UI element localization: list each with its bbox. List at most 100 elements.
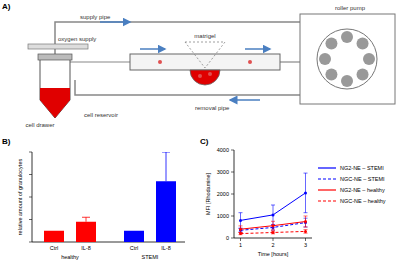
roller (341, 31, 353, 43)
panel-a: A)supply pipeoxygen supplycell drawercel… (2, 2, 395, 128)
diagram-label: cell drawer (25, 122, 54, 128)
figure: A)supply pipeoxygen supplycell drawercel… (0, 0, 400, 263)
roller (325, 69, 337, 81)
lines (239, 173, 308, 235)
line (241, 222, 306, 230)
legend-swatch (318, 189, 336, 190)
x-tick (273, 238, 274, 241)
cell-reservoir (40, 88, 70, 118)
diagram-label: removal pipe (195, 105, 230, 111)
y-tick-label: 4000 (217, 147, 229, 153)
marker (239, 219, 242, 222)
error-cap (271, 221, 275, 222)
cell-drawer (40, 58, 70, 118)
cell (208, 72, 212, 76)
legend-swatch (318, 178, 336, 179)
error-bar (271, 221, 275, 230)
group-label: healthy (61, 254, 79, 260)
marker (239, 228, 242, 231)
legend: NG2-NE – STEMI NGC-NE – STEMI NG2-NE – hea… (318, 165, 386, 204)
error-cap (304, 216, 308, 217)
flow-arrow (100, 21, 130, 23)
error-bar (239, 226, 243, 233)
bar (156, 181, 176, 242)
y-tick (231, 238, 234, 239)
error-bar (82, 217, 90, 222)
legend-label: NG2-NE – healthy (340, 187, 385, 193)
y-axis-label: relative amount of granulocytes (17, 159, 23, 236)
flow-arrow (230, 99, 260, 101)
error-bar (304, 173, 308, 213)
marker (304, 191, 307, 194)
x-tick-label: 2 (271, 242, 274, 248)
flow-arrow (140, 48, 165, 50)
diagram-label: cell reservoir (84, 112, 118, 118)
marker (239, 232, 242, 235)
roller (341, 75, 353, 87)
error-cap (239, 212, 243, 213)
error-cap (271, 205, 275, 206)
y-tick (29, 242, 32, 243)
bar (44, 231, 64, 242)
y-tick (29, 152, 32, 153)
pump-rotor (317, 29, 377, 89)
error-bar (162, 152, 170, 181)
y-tick (231, 150, 234, 151)
error-bar (304, 230, 308, 234)
x-axis-label: Time [hours] (258, 251, 289, 257)
supply-pipe (55, 22, 300, 58)
flow-arrow (245, 48, 270, 50)
panel-label: C) (200, 137, 209, 146)
error-cap (239, 225, 243, 226)
roller (319, 53, 331, 65)
panel-c: C)01000200030004000123Time [hours]MFI [R… (200, 137, 386, 257)
x-tick-label: IL-8 (81, 245, 90, 251)
legend-swatch (318, 167, 336, 168)
error-line (240, 226, 241, 233)
panel-b: B) relative amount of granulocytes Ctrl IL-… (2, 137, 185, 260)
legend-label: NGC-NE – STEMI (340, 176, 385, 182)
matrigel-cone (185, 42, 225, 68)
error-cap (304, 212, 308, 213)
cell (198, 74, 202, 78)
y-tick (231, 194, 234, 195)
x-tick-label: 3 (304, 242, 307, 248)
marker (272, 231, 275, 234)
y-tick (231, 172, 234, 173)
error-line (305, 173, 306, 213)
error-line (273, 231, 274, 234)
y-tick-label: 2000 (217, 191, 229, 197)
error-bar (239, 213, 243, 228)
error-bar (271, 231, 275, 234)
group-label: STEMI (142, 254, 159, 260)
marker (272, 224, 275, 227)
error-cap (82, 217, 90, 218)
x-tick (240, 238, 241, 241)
y-tick-label: 3000 (217, 169, 229, 175)
x-tick (305, 238, 306, 241)
pipe (280, 61, 300, 62)
error-cap (304, 227, 308, 228)
cell (248, 60, 252, 64)
panel-label: A) (2, 2, 11, 11)
error-line (305, 216, 306, 227)
legend-label: NG2-NE – STEMI (340, 165, 384, 171)
legend-label: NGC-NE – healthy (340, 198, 386, 204)
error-line (240, 233, 241, 235)
line (241, 231, 306, 233)
diagram-label: oxygen supply (58, 36, 96, 42)
error-line (166, 152, 167, 181)
well (190, 70, 220, 85)
removal-pipe (75, 80, 300, 95)
error-bar (239, 233, 243, 235)
roller (357, 37, 369, 49)
panel-label: B) (2, 137, 11, 146)
cell (158, 60, 162, 64)
y-tick (29, 219, 32, 220)
y-tick (29, 174, 32, 175)
error-line (305, 230, 306, 234)
x-tick-label: Ctrl (50, 245, 59, 251)
x-tick-label: Ctrl (130, 245, 139, 251)
x-tick-label: IL-8 (161, 245, 170, 251)
bar (124, 231, 144, 242)
